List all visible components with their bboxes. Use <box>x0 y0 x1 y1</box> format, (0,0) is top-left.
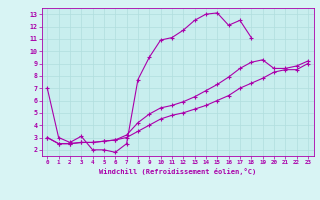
X-axis label: Windchill (Refroidissement éolien,°C): Windchill (Refroidissement éolien,°C) <box>99 168 256 175</box>
